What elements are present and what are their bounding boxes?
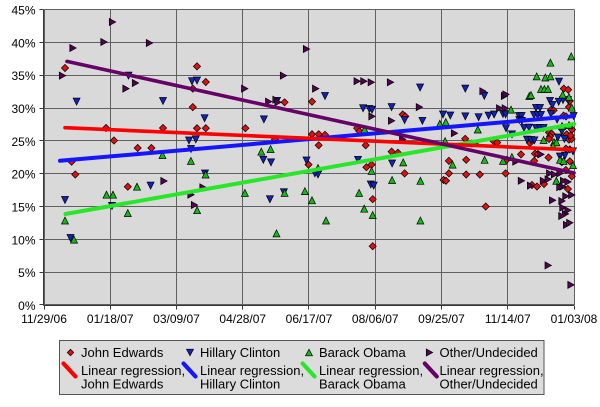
svg-text:Hillary Clinton: Hillary Clinton bbox=[200, 377, 280, 392]
svg-text:Other/Undecided: Other/Undecided bbox=[440, 377, 538, 392]
svg-text:10%: 10% bbox=[11, 233, 35, 247]
svg-text:03/09/07: 03/09/07 bbox=[153, 312, 200, 326]
svg-text:20%: 20% bbox=[11, 168, 35, 182]
svg-text:Barack Obama: Barack Obama bbox=[319, 345, 406, 360]
svg-text:09/25/07: 09/25/07 bbox=[418, 312, 465, 326]
svg-text:06/17/07: 06/17/07 bbox=[286, 312, 333, 326]
svg-text:John Edwards: John Edwards bbox=[81, 345, 164, 360]
svg-text:Hillary Clinton: Hillary Clinton bbox=[200, 345, 280, 360]
svg-text:John Edwards: John Edwards bbox=[81, 377, 164, 392]
svg-text:Barack Obama: Barack Obama bbox=[319, 377, 406, 392]
svg-text:Linear regression,: Linear regression, bbox=[200, 363, 304, 378]
svg-text:35%: 35% bbox=[11, 69, 35, 83]
svg-text:04/28/07: 04/28/07 bbox=[219, 312, 266, 326]
svg-text:01/03/08: 01/03/08 bbox=[551, 312, 598, 326]
svg-text:30%: 30% bbox=[11, 102, 35, 116]
svg-text:40%: 40% bbox=[11, 36, 35, 50]
svg-text:01/18/07: 01/18/07 bbox=[87, 312, 134, 326]
svg-text:Linear regression,: Linear regression, bbox=[81, 363, 185, 378]
svg-text:45%: 45% bbox=[11, 4, 35, 18]
svg-text:11/29/06: 11/29/06 bbox=[21, 312, 67, 326]
svg-text:25%: 25% bbox=[11, 135, 35, 149]
svg-text:Linear regression,: Linear regression, bbox=[440, 363, 544, 378]
svg-text:11/14/07: 11/14/07 bbox=[485, 312, 531, 326]
svg-text:Other/Undecided: Other/Undecided bbox=[440, 345, 538, 360]
svg-text:5%: 5% bbox=[18, 266, 36, 280]
svg-text:15%: 15% bbox=[11, 201, 35, 215]
svg-text:Linear regression,: Linear regression, bbox=[319, 363, 423, 378]
svg-text:0%: 0% bbox=[18, 299, 36, 313]
svg-text:08/06/07: 08/06/07 bbox=[352, 312, 399, 326]
